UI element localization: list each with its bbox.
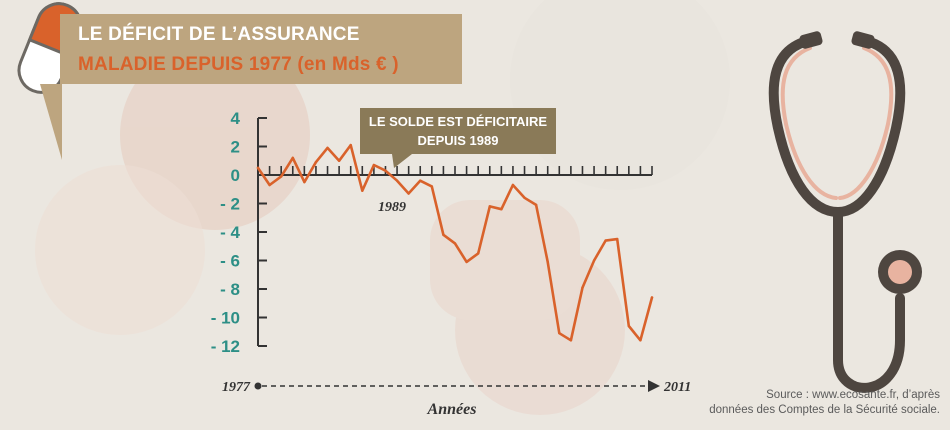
data-point [349, 143, 352, 147]
source-note: Source : www.ecosante.fr, d’après donnée… [709, 388, 940, 418]
data-point [395, 179, 399, 182]
annotation-callout: LE SOLDE EST DÉFICITAIRE DEPUIS 1989 [360, 108, 556, 154]
data-point [581, 286, 584, 289]
data-point [511, 183, 515, 187]
marker-year-label: 1989 [378, 200, 406, 215]
data-point [279, 175, 283, 178]
callout-line-2: DEPUIS 1989 [417, 133, 499, 148]
data-point [616, 237, 619, 241]
title-line-2: MALADIE DEPUIS 1977 (en Mds € ) [78, 54, 399, 75]
data-point [476, 252, 480, 255]
data-point [419, 179, 422, 182]
data-point [303, 180, 306, 184]
data-point [500, 208, 503, 211]
source-line-1: Source : www.ecosante.fr, d’après [766, 389, 940, 401]
data-point [326, 146, 329, 150]
timeline-start-label: 1977 [222, 380, 251, 395]
data-point [592, 259, 596, 262]
data-point [442, 233, 445, 237]
data-point [546, 260, 549, 264]
labels-layer: 1989 1977 2011 Années [222, 200, 691, 418]
data-point [268, 183, 271, 187]
data-point [639, 339, 642, 342]
data-point [534, 203, 538, 207]
data-point [407, 192, 410, 195]
callout-line-1: LE SOLDE EST DÉFICITAIRE [368, 114, 548, 129]
line-chart: 4 2 0 - 2 - 4 - 6 - 8 - 10 - 12 1989 1977 2011 Anné… [211, 109, 692, 418]
y-tick-label: - 6 [220, 252, 240, 271]
data-point [337, 159, 341, 162]
data-point [650, 296, 654, 299]
data-point [372, 163, 376, 167]
data-point [453, 242, 457, 245]
timeline-end-label: 2011 [663, 380, 691, 395]
data-point [291, 156, 294, 160]
x-axis [257, 166, 653, 176]
title-line-1: LE DÉFICIT DE L’ASSURANCE [78, 24, 360, 45]
data-point [604, 239, 607, 242]
callout-tail [392, 154, 412, 168]
series-layer [256, 143, 654, 342]
y-tick-label: 0 [231, 166, 240, 185]
y-tick-label: - 12 [211, 337, 240, 356]
y-axis: 4 2 0 - 2 - 4 - 6 - 8 - 10 - 12 [211, 109, 267, 356]
data-point [465, 260, 468, 264]
y-tick-label: - 10 [211, 309, 240, 328]
data-point [430, 185, 434, 188]
x-axis-title: Années [427, 401, 477, 418]
y-tick-label: - 2 [220, 195, 240, 214]
stethoscope-icon [768, 31, 922, 393]
data-point [314, 160, 318, 164]
data-point [488, 205, 491, 208]
data-point [523, 196, 526, 199]
data-point [361, 189, 364, 192]
data-point [256, 166, 260, 170]
timeline-start-dot [254, 382, 262, 390]
data-point [569, 339, 573, 342]
y-tick-label: 2 [231, 138, 240, 157]
title-box: LE DÉFICIT DE L’ASSURANCE MALADIE DEPUIS… [60, 14, 462, 84]
data-point [384, 169, 387, 172]
source-line-2: données des Comptes de la Sécurité socia… [709, 404, 940, 416]
y-tick-label: - 4 [220, 223, 240, 242]
data-point [627, 324, 631, 328]
y-tick-label: - 8 [220, 280, 240, 299]
title-tail [40, 84, 62, 160]
y-tick-label: 4 [231, 109, 241, 128]
data-point [558, 331, 561, 335]
timeline-arrowhead [648, 380, 660, 392]
